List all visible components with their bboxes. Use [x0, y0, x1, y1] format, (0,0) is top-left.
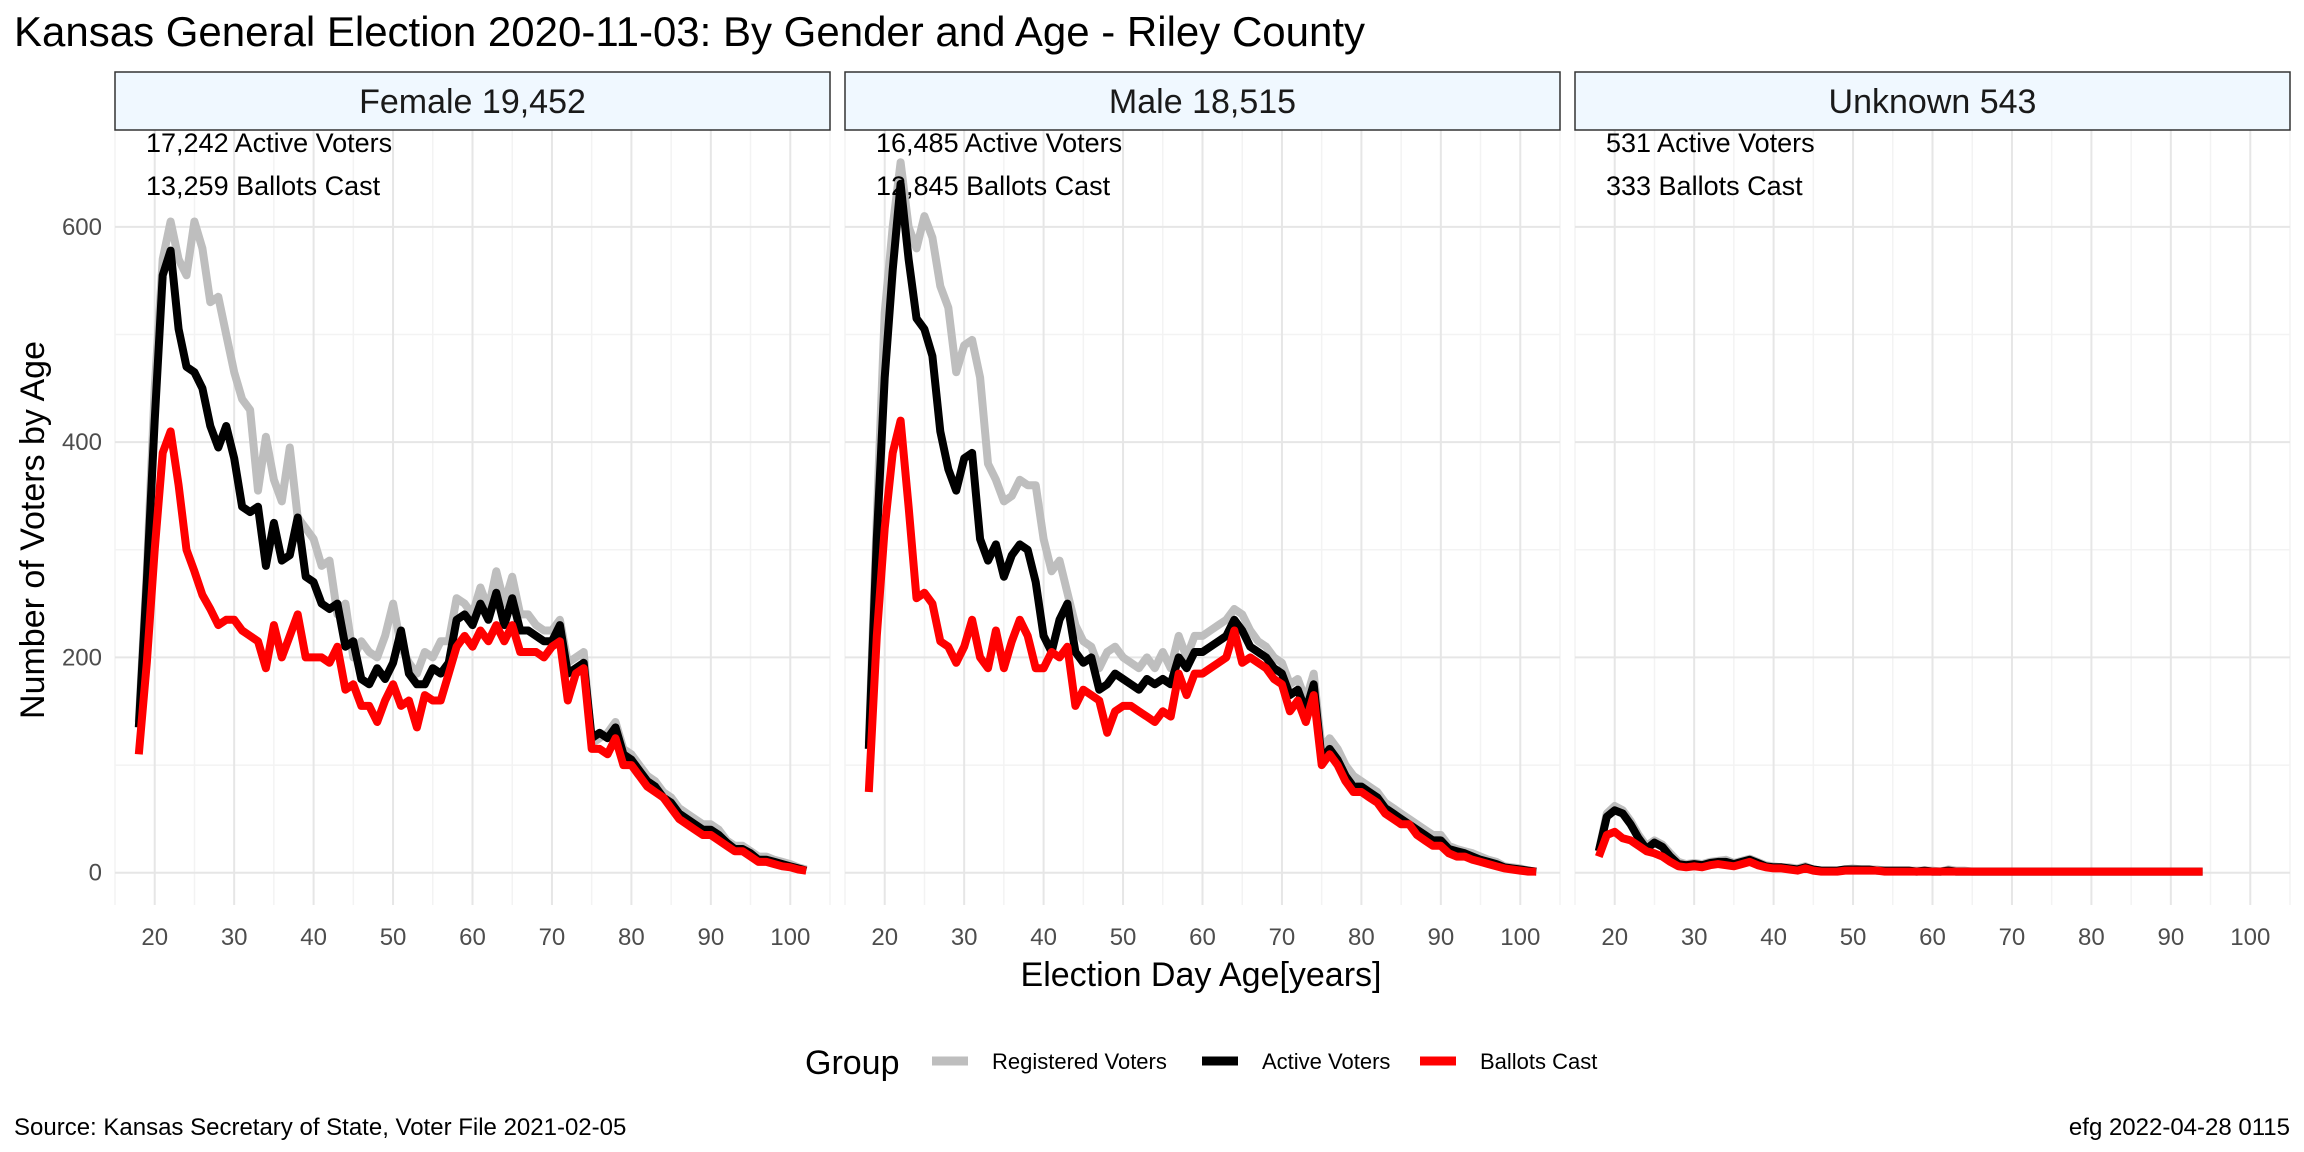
x-tick-label: 90 [697, 924, 724, 951]
legend-label: Active Voters [1262, 1049, 1390, 1074]
x-tick-label: 20 [1601, 924, 1628, 951]
panel-annotation: 16,485 Active Voters [876, 128, 1122, 158]
timestamp-note: efg 2022-04-28 0115 [2069, 1114, 2290, 1141]
series-line-ballots-cast [864, 416, 1537, 876]
y-tick-label: 0 [89, 860, 102, 887]
x-tick-label: 40 [1760, 924, 1787, 951]
x-tick-label: 20 [141, 924, 168, 951]
series-line-ballots-cast [1595, 827, 2203, 876]
x-tick-label: 70 [1269, 924, 1296, 951]
x-tick-label: 100 [2230, 924, 2270, 951]
x-tick-label: 50 [1840, 924, 1867, 951]
x-tick-label: 80 [618, 924, 645, 951]
x-tick-label: 50 [1110, 924, 1137, 951]
y-axis-label: Number of Voters by Age [14, 341, 52, 719]
legend-label: Ballots Cast [1480, 1049, 1597, 1074]
source-note: Source: Kansas Secretary of State, Voter… [14, 1114, 626, 1141]
x-tick-label: 70 [539, 924, 566, 951]
x-tick-label: 80 [1348, 924, 1375, 951]
x-tick-label: 30 [951, 924, 978, 951]
facet-panels: Female 19,452 17,242 Active Voters 13,259 … [62, 71, 2291, 951]
panel-annotation: 531 Active Voters [1606, 128, 1815, 158]
series-line-active-voters [1594, 806, 2203, 876]
panel-annotation: 13,259 Ballots Cast [146, 171, 381, 201]
panel-2: Unknown 543 531 Active Voters 333 Ballots … [1574, 71, 2291, 951]
facet-strip [844, 71, 1561, 131]
y-tick-label: 600 [62, 214, 102, 241]
x-tick-label: 100 [770, 924, 810, 951]
x-tick-label: 50 [380, 924, 407, 951]
x-tick-label: 20 [871, 924, 898, 951]
panel-annotation: 12,845 Ballots Cast [876, 171, 1111, 201]
facet-strip [1574, 71, 2291, 131]
chart-title: Kansas General Election 2020-11-03: By G… [14, 8, 1365, 55]
panel-1: Male 18,515 16,485 Active Voters 12,845 Ba… [844, 71, 1561, 951]
series-line-registered-voters [864, 158, 1537, 876]
x-tick-label: 30 [1681, 924, 1708, 951]
panel-annotation: 333 Ballots Cast [1606, 171, 1803, 201]
x-tick-label: 40 [300, 924, 327, 951]
x-tick-label: 60 [1919, 924, 1946, 951]
facet-strip-label: Male 18,515 [1109, 83, 1296, 121]
facet-strip-label: Female 19,452 [359, 83, 586, 121]
y-tick-label: 400 [62, 429, 102, 456]
x-tick-label: 60 [1189, 924, 1216, 951]
panel-0: Female 19,452 17,242 Active Voters 13,259 … [62, 71, 831, 951]
series-line-active-voters [864, 179, 1537, 876]
x-tick-label: 70 [1999, 924, 2026, 951]
facet-strip-label: Unknown 543 [1829, 83, 2037, 121]
facet-strip [114, 71, 831, 131]
x-tick-label: 30 [221, 924, 248, 951]
x-tick-label: 40 [1030, 924, 1057, 951]
legend-title: Group [805, 1044, 900, 1082]
x-tick-label: 90 [1427, 924, 1454, 951]
x-axis-label: Election Day Age[years] [1021, 956, 1382, 994]
panel-annotation: 17,242 Active Voters [146, 128, 392, 158]
legend: Group Registered Voters Active Voters Ball… [805, 1044, 1597, 1082]
x-tick-label: 80 [2078, 924, 2105, 951]
x-tick-label: 90 [2157, 924, 2184, 951]
series-line-ballots-cast [134, 427, 807, 875]
series-line-active-voters [134, 246, 808, 875]
x-tick-label: 60 [459, 924, 486, 951]
legend-label: Registered Voters [992, 1049, 1167, 1074]
y-tick-label: 200 [62, 644, 102, 671]
x-tick-label: 100 [1500, 924, 1540, 951]
